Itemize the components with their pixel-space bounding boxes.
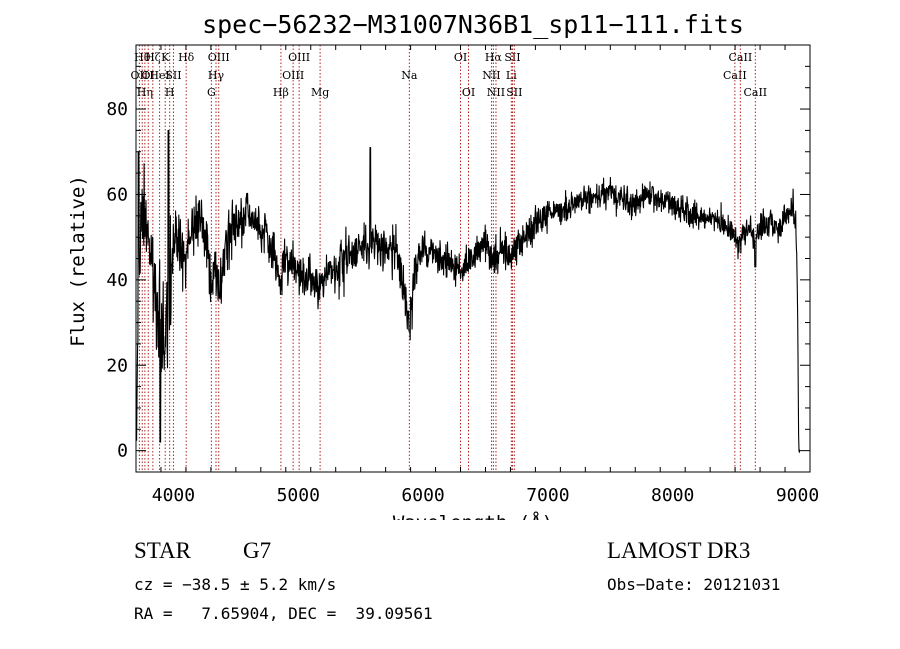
annotation-label: Mg xyxy=(311,86,329,99)
annotation-label: CaII xyxy=(723,69,747,82)
annotation-label: OIII xyxy=(208,51,230,64)
x-tick-label: 8000 xyxy=(651,485,694,506)
annotation-label: H xyxy=(165,86,175,99)
chart-title: spec−56232−M31007N36B1_sp11−111.fits xyxy=(202,10,744,39)
annotation-label: HeI xyxy=(149,69,169,82)
annotation-label: OI xyxy=(142,69,155,82)
annotation-label: CaII xyxy=(743,86,767,99)
annotation-label: Hζ xyxy=(145,51,161,64)
object-class: STAR xyxy=(134,538,191,563)
obs-date: Obs−Date: 20121031 xyxy=(607,575,781,594)
annotation-label: NII xyxy=(487,86,505,99)
x-tick-label: 5000 xyxy=(277,485,320,506)
annotation-label: NII xyxy=(482,69,500,82)
x-tick-label: 7000 xyxy=(526,485,569,506)
y-tick-label: 80 xyxy=(106,99,128,120)
spectrum-chart: spec−56232−M31007N36B1_sp11−111.fits OII… xyxy=(67,10,819,520)
annotation-label: CaII xyxy=(729,51,753,64)
annotation-label: OI xyxy=(454,51,467,64)
spectrum-line xyxy=(136,129,801,453)
annotation-label: Hα xyxy=(485,51,503,64)
annotation-label: Na xyxy=(401,69,418,82)
x-tick-label: 9000 xyxy=(776,485,819,506)
annotation-label: Hγ xyxy=(208,69,225,82)
annotation-label: Hβ xyxy=(273,86,289,99)
x-axis: 4000 5000 6000 7000 8000 9000 xyxy=(135,45,819,506)
y-tick-label: 60 xyxy=(106,184,128,205)
annotation-label: OIII xyxy=(282,69,304,82)
survey-name: LAMOST DR3 xyxy=(607,538,751,563)
annotation-label: SII xyxy=(504,51,520,64)
spectral-subclass: G7 xyxy=(243,538,272,563)
annotation-label: Li xyxy=(506,69,517,82)
redshift-readout: cz = −38.5 ± 5.2 km/s xyxy=(134,575,337,594)
annotation-label: SII xyxy=(165,69,181,82)
annotation-label: G xyxy=(207,86,216,99)
y-axis-label: Flux (relative) xyxy=(67,175,89,347)
x-axis-label: Wavelength (Å) xyxy=(393,511,553,520)
annotation-label: OI xyxy=(462,86,475,99)
y-axis: 0 20 40 60 80 xyxy=(106,65,810,462)
feature-labels: NaMg xyxy=(320,277,409,320)
y-tick-label: 0 xyxy=(117,441,128,462)
coordinates: RA = 7.65904, DEC = 39.09561 xyxy=(134,604,433,623)
x-tick-label: 6000 xyxy=(401,485,444,506)
y-tick-label: 20 xyxy=(106,355,128,376)
y-tick-label: 40 xyxy=(106,270,128,291)
annotation-label: Hθ xyxy=(134,51,151,64)
annotation-label: Hδ xyxy=(178,51,195,64)
annotation-label: SII xyxy=(506,86,522,99)
annotation-label: OII xyxy=(131,69,149,82)
annotation-label: Hη xyxy=(137,86,153,99)
annotation-label: K xyxy=(161,51,170,64)
x-tick-label: 4000 xyxy=(152,485,195,506)
annotation-label: OIII xyxy=(288,51,310,64)
